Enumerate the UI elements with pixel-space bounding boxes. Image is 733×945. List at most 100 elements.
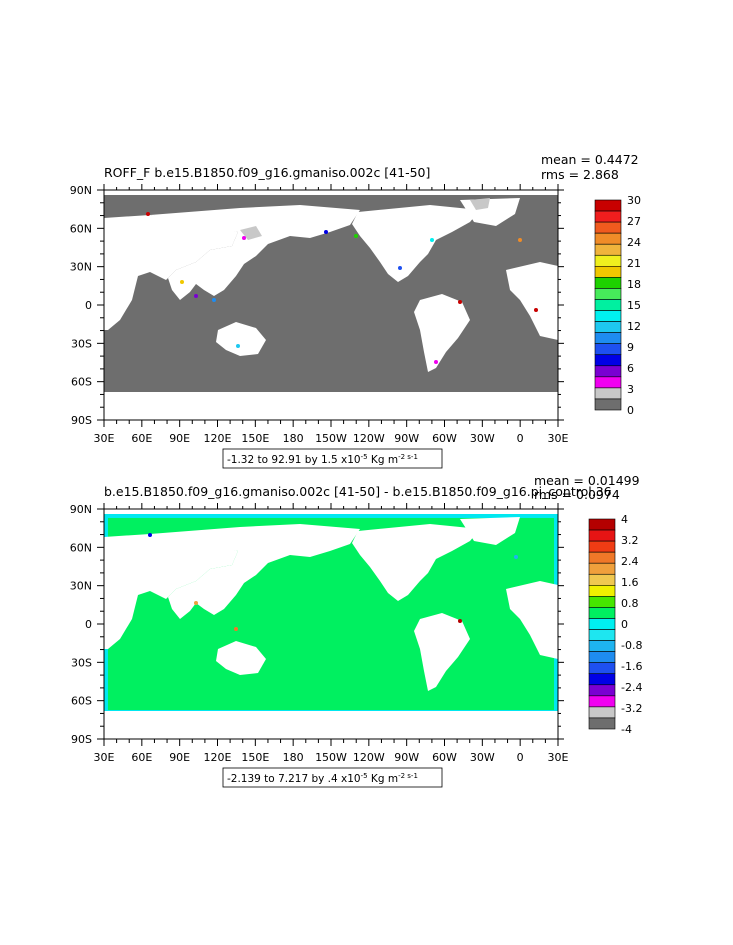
panel1-x-tick-label: 30W [470,432,495,445]
panel1-x-tick-label: 150E [241,432,269,445]
panel2-colorbar-swatch [588,585,616,597]
panel2-colorbar-label: -4 [621,723,632,736]
panel2-title: b.e15.B1850.f09_g16.gmaniso.002c [41-50]… [104,484,612,499]
panel2-colorbar-swatch [588,529,616,542]
panel1-colorbar-swatch [594,199,622,212]
panel2-range-box [222,767,443,788]
panel2-colorbar-swatch [588,540,616,553]
panel1-colorbar-label: 0 [627,404,634,417]
panel1-colorbar-swatch [594,288,622,300]
panel2-colorbar-swatch [588,717,616,730]
panel1-y-axis: 90N 60N 30N 0 30S 60S 90S [70,184,564,427]
panel1-x-tick-label: 60E [131,432,152,445]
panel2-colorbar-swatch [588,695,616,708]
panel1-x-tick-label: 120W [353,432,385,445]
panel2-colorbar-swatch [588,662,616,675]
panel2-x-tick-label: 120W [353,751,385,764]
panel1-continents [104,198,558,420]
panel1-range-box [222,448,443,469]
panel1-x-tick-label: 60W [432,432,457,445]
panel1-colorbar-swatch [594,387,622,400]
panel2-x-tick-label: 180 [283,751,304,764]
panel2-rms: rms = 0.0974 [534,487,620,502]
panel2-x-tick-label: 0 [517,751,524,764]
panel1-colorbar-swatch [594,210,622,223]
panel2-y-tick-label: 60N [70,541,92,554]
panel2-colorbar-swatch [588,706,616,719]
panel2-colorbar-swatch [588,562,616,575]
panel2-x-tick-label: 60E [131,751,152,764]
panel1-y-tick-label: 30N [70,261,92,274]
panel1-x-tick-label: 90W [394,432,419,445]
panel1-y-tick-label: 60N [70,222,92,235]
panel1-rms: rms = 2.868 [541,167,619,182]
panel1-x-tick-label: 150W [315,432,347,445]
panel1-coastal-runoff [146,212,538,364]
panel2-x-axis: 30E 60E 90E 120E 150E 180 150W 120W 90W 60W 30W 0 30… [94,503,569,764]
panel2-y-axis: 90N 60N 30N 0 30S 60S 90S [70,503,564,746]
panel2-colorbar-label: -2.4 [621,681,642,694]
panel2-colorbar-swatch [588,573,616,586]
panel2-x-tick-label: 90W [394,751,419,764]
panel1-colorbar-swatch [594,310,622,322]
panel1-x-tick-label: 30E [94,432,115,445]
panel1-colorbar-swatch [594,354,622,367]
panel1-colorbar-swatch [594,254,622,267]
panel2-y-tick-label: 30N [70,580,92,593]
panel1-y-tick-label: 90S [71,414,92,427]
panel1-range-label: -1.32 to 92.91 by 1.5 x10-5 Kg m-2 s-1 [227,453,418,466]
panel2-x-tick-label: 30E [548,751,569,764]
panel2-mean: mean = 0.01499 [534,473,640,488]
panel1-colorbar-swatch [594,266,622,278]
panel2-y-tick-label: 30S [71,656,92,669]
panel2-x-tick-label: 30E [94,751,115,764]
panel2-y-tick-label: 0 [85,618,92,631]
panel1-x-tick-label: 90E [169,432,190,445]
panel1-colorbar-swatch [594,277,622,289]
panel2-colorbar-swatch [588,607,616,619]
panel1-y-tick-label: 30S [71,337,92,350]
panel2-colorbar-swatch [588,618,616,630]
panel2-x-tick-label: 150E [241,751,269,764]
panel2-x-tick-label: 120E [204,751,232,764]
panel1-map [104,190,558,420]
panel2-colorbar-swatch [588,651,616,663]
panel2-colorbar-swatch [588,684,616,697]
panel1-x-tick-label: 30E [548,432,569,445]
panel2-y-tick-label: 90N [70,503,92,516]
panel2-x-tick-label: 30W [470,751,495,764]
panel2-colorbar-label: -1.6 [621,660,642,673]
panel1-x-tick-label: 120E [204,432,232,445]
panel1-title: ROFF_F b.e15.B1850.f09_g16.gmaniso.002c … [104,165,430,180]
panel2-x-tick-label: 60W [432,751,457,764]
panel2-colorbar-label: -3.2 [621,702,642,715]
panel2-colorbar-label: 3.2 [621,534,639,547]
panel2-colorbar-swatch [588,640,616,652]
panel2-colorbar-label: 1.6 [621,576,639,589]
panel2-x-tick-label: 90E [169,751,190,764]
panel2-colorbar-swatch [588,518,616,531]
panel2-map [104,509,558,739]
panel2-continents [104,517,558,739]
panel1-colorbar-label: 30 [627,194,641,207]
panel2-colorbar-label: 0.8 [621,597,639,610]
panel1-colorbar-swatch [594,321,622,333]
panel1-colorbar-label: 27 [627,215,641,228]
panel2-y-tick-label: 60S [71,695,92,708]
panel1-y-tick-label: 60S [71,376,92,389]
panel2-colorbar-swatch [588,673,616,686]
panel1-colorbar-label: 24 [627,236,641,249]
panel1-y-tick-label: 90N [70,184,92,197]
panel2-colorbar-label: 4 [621,513,628,526]
panel2-colorbar-label: 0 [621,618,628,631]
panel1-colorbar-label: 3 [627,383,634,396]
panel1-colorbar-label: 9 [627,341,634,354]
panel1-mean: mean = 0.4472 [541,152,639,167]
panel2-y-tick-label: 90S [71,733,92,746]
panel1-colorbar-swatch [594,398,622,411]
panel1-colorbar-label: 21 [627,257,641,270]
panel2-colorbar-label: -0.8 [621,639,642,652]
panel1-colorbar-swatch [594,299,622,311]
panel1-x-tick-label: 180 [283,432,304,445]
